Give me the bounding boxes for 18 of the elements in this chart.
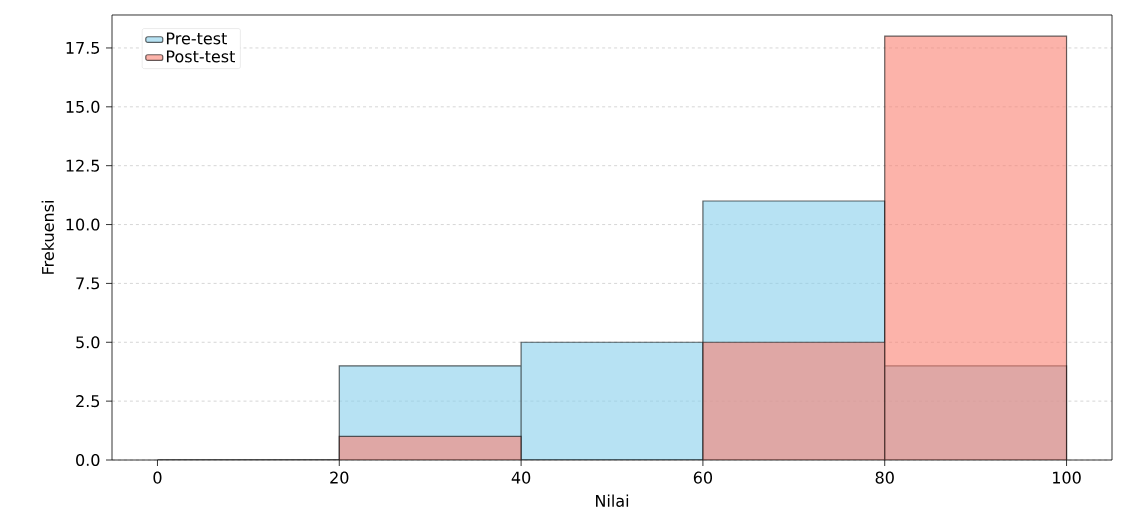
x-tick-label: 0 [153, 471, 162, 484]
x-tick-label: 60 [693, 471, 713, 484]
y-tick-label: 7.5 [76, 277, 100, 290]
y-tick-label: 10.0 [66, 218, 100, 231]
y-tick-label: 17.5 [66, 42, 100, 54]
x-tick-label: 20 [330, 471, 349, 484]
legend-label: Pre-test [166, 32, 227, 45]
y-tick-label: 0.0 [76, 453, 100, 467]
y-tick-label: 5.0 [76, 336, 100, 349]
x-axis-title: Nilai [596, 494, 629, 507]
y-tick-label: 15.0 [66, 100, 100, 113]
x-tick-label: 40 [511, 471, 531, 484]
x-tick-label: 80 [875, 471, 894, 484]
y-tick-label: 12.5 [66, 159, 100, 172]
legend-label: Post-test [166, 50, 235, 63]
y-tick-label: 2.5 [76, 395, 100, 408]
x-tick-label: 100 [1053, 471, 1081, 484]
y-axis-title: Frekuensi [41, 201, 54, 274]
